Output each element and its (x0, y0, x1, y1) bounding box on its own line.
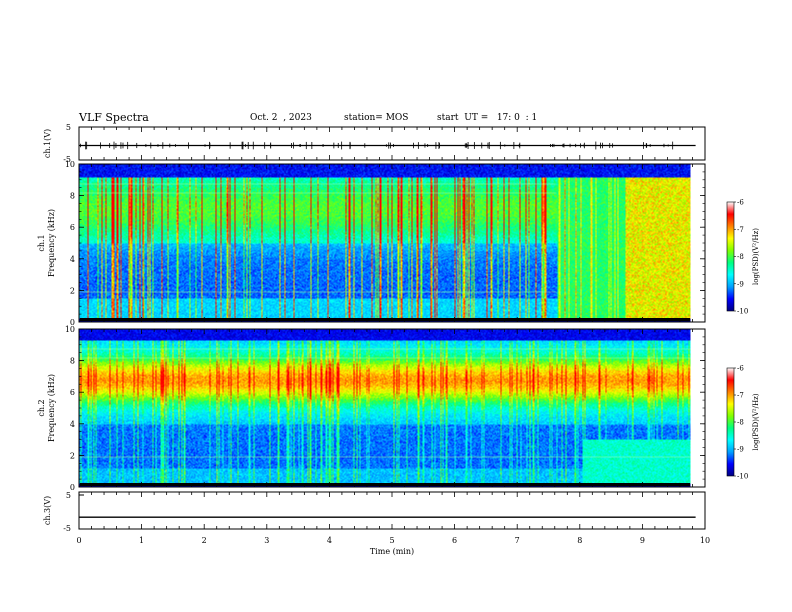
spectrogram-baseline (80, 483, 690, 486)
y-tick-label: 4 (70, 255, 75, 264)
x-tick-label: 6 (452, 536, 457, 545)
x-tick-label: 5 (389, 536, 394, 545)
ch3-waveform-ylabel: ch.3(V) (43, 496, 52, 525)
y-tick-label: 0 (70, 318, 75, 327)
panel-channel-label: ch.2 (37, 399, 46, 416)
ch2-colorbar (726, 367, 735, 477)
frequency-axis-label: Frequency (kHz) (47, 374, 56, 442)
spectrogram-baseline (80, 318, 690, 321)
ch1-colorbar (726, 201, 735, 312)
ch1-waveform-ylabel: ch.1(V) (43, 129, 52, 158)
x-tick-label: 3 (264, 536, 269, 545)
x-tick-label: 9 (640, 536, 645, 545)
colorbar-tick-label: -7 (737, 392, 744, 400)
panel-channel-label: ch.1 (37, 234, 46, 251)
ch1-spectrogram-image (79, 164, 691, 322)
ch1-ylabel-group: ch.1 Frequency (kHz) (37, 209, 56, 277)
colorbar-tick-label: -10 (737, 308, 748, 316)
y-tick-label: 2 (70, 286, 75, 295)
figure-title: VLF Spectra (79, 111, 149, 124)
colorbar-tick-label: -8 (737, 419, 744, 427)
y-tick-label: 6 (70, 223, 75, 232)
x-tick-label: 4 (327, 536, 332, 545)
y-tick-label: 4 (70, 420, 75, 429)
y-tick-label: 10 (65, 325, 75, 334)
x-tick-label: 1 (139, 536, 144, 545)
colorbar-label: log(PSD)(V²/Hz) (752, 228, 760, 285)
colorbar-tick-label: -10 (737, 473, 748, 481)
x-tick-label: 7 (515, 536, 520, 545)
frequency-axis-label: Frequency (kHz) (47, 209, 56, 277)
y-tick-label: 6 (70, 388, 75, 397)
x-tick-label: 8 (577, 536, 582, 545)
ch3-waveform-frame (78, 491, 706, 530)
x-axis-label: Time (min) (370, 547, 414, 556)
x-tick-label: 0 (76, 536, 81, 545)
colorbar-tick-label: -8 (737, 253, 744, 261)
y-tick-label: 0 (70, 483, 75, 492)
colorbar-tick-label: -9 (737, 280, 744, 288)
y-tick-label: 10 (65, 160, 75, 169)
header-station: station= MOS (344, 113, 409, 123)
ch1-ytick-label: 5 (66, 123, 71, 132)
colorbar-tick-label: -9 (737, 446, 744, 454)
y-tick-label: 8 (70, 357, 75, 366)
header-date: Oct. 2 , 2023 (250, 113, 312, 123)
ch3-ytick-label: 5 (66, 491, 71, 500)
ch3-ytick-label: -5 (63, 524, 71, 533)
colorbar-label: log(PSD)(V²/Hz) (752, 393, 760, 450)
ch2-spectrogram-image (79, 329, 691, 487)
y-tick-label: 8 (70, 192, 75, 201)
x-tick-label: 10 (700, 536, 710, 545)
ch1-ytick-label: -5 (63, 155, 71, 164)
colorbar-tick-label: -6 (737, 365, 744, 373)
colorbar-tick-label: -6 (737, 199, 744, 207)
y-tick-label: 2 (70, 451, 75, 460)
x-tick-label: 2 (202, 536, 207, 545)
header-start-time: start UT = 17: 0 : 1 (437, 113, 538, 123)
ch2-ylabel-group: ch.2 Frequency (kHz) (37, 374, 56, 442)
colorbar-tick-label: -7 (737, 226, 744, 234)
